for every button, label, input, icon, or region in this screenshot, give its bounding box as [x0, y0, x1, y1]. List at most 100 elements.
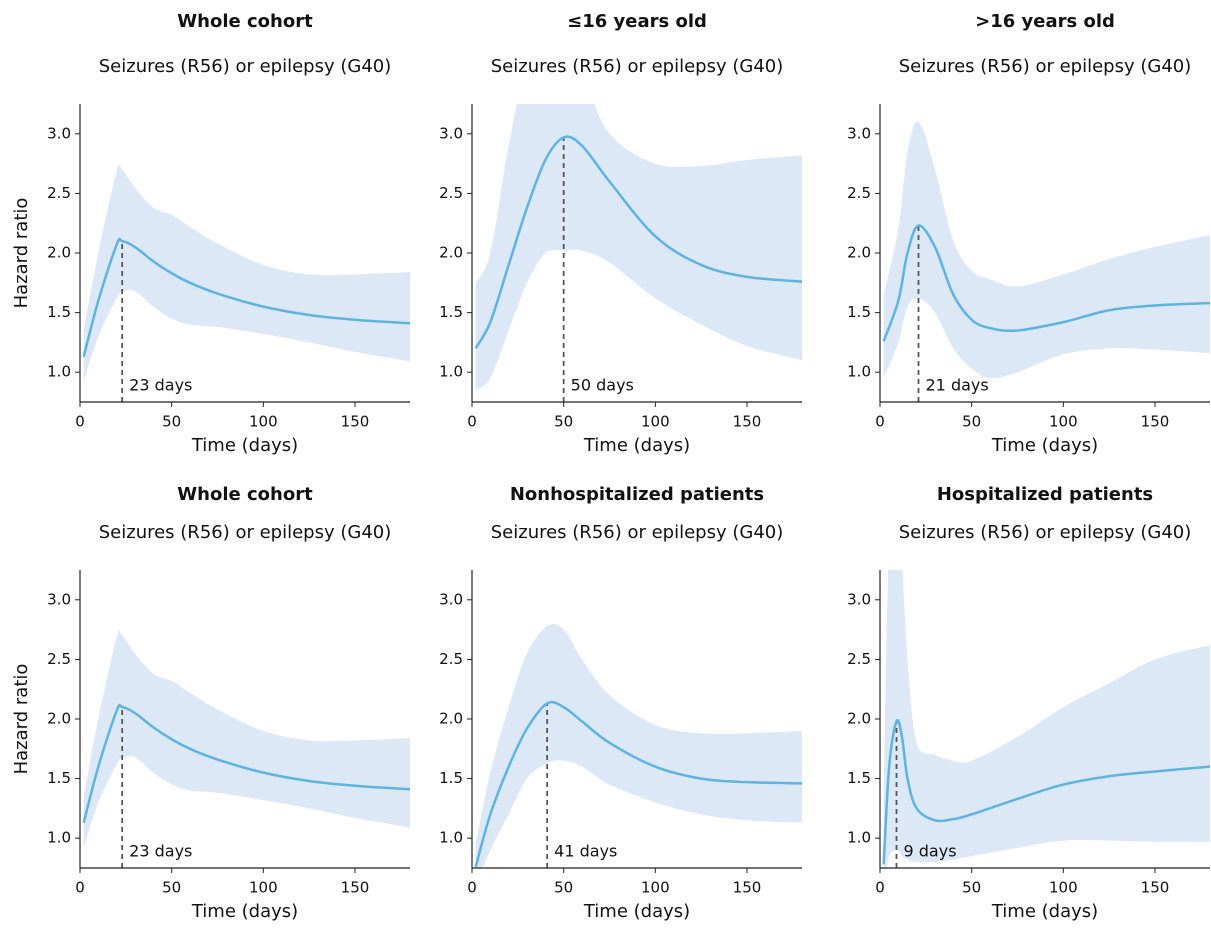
y-tick-label: 2.0	[439, 710, 463, 728]
x-axis-label: Time (days)	[583, 435, 690, 456]
x-tick-label: 100	[249, 413, 278, 431]
x-tick-label: 0	[875, 413, 885, 431]
hazard-line	[882, 224, 1210, 342]
chart-subtitle: Seizures (R56) or epilepsy (G40)	[99, 522, 392, 543]
x-axis-label: Time (days)	[991, 901, 1098, 922]
x-tick-label: 100	[641, 879, 670, 897]
hazard-line	[882, 718, 1210, 865]
chart-title: Whole cohort	[177, 11, 313, 32]
x-tick-label: 150	[1141, 413, 1170, 431]
y-tick-label: 1.0	[847, 363, 871, 381]
y-tick-label: 3.0	[47, 124, 71, 142]
subplot: >16 years old Seizures (R56) or epilepsy …	[847, 11, 1210, 456]
x-tick-label: 100	[641, 413, 670, 431]
y-tick-label: 3.0	[439, 124, 463, 142]
confidence-band	[475, 104, 802, 391]
annotation: 23 days	[129, 842, 192, 861]
x-tick-label: 150	[733, 879, 762, 897]
chart-subtitle: Seizures (R56) or epilepsy (G40)	[899, 56, 1192, 77]
x-tick-label: 0	[75, 879, 85, 897]
x-tick-label: 100	[1049, 879, 1078, 897]
hazard-line	[82, 703, 410, 824]
x-tick-label: 50	[162, 879, 181, 897]
x-tick-label: 100	[249, 879, 278, 897]
subplot: Whole cohort Seizures (R56) or epilepsy (…	[11, 484, 410, 922]
y-tick-label: 2.5	[47, 650, 71, 668]
subplot: ≤16 years old Seizures (R56) or epilepsy …	[439, 11, 802, 456]
y-tick-label: 3.0	[847, 124, 871, 142]
chart-title: ≤16 years old	[567, 11, 707, 32]
y-tick-label: 1.5	[847, 769, 871, 787]
hazard-line	[82, 237, 410, 358]
x-tick-label: 0	[467, 879, 477, 897]
confidence-band	[883, 121, 1210, 379]
x-tick-label: 150	[341, 879, 370, 897]
x-tick-label: 150	[1141, 879, 1170, 897]
y-tick-label: 1.5	[439, 769, 463, 787]
chart-subtitle: Seizures (R56) or epilepsy (G40)	[491, 522, 784, 543]
y-axis-label: Hazard ratio	[11, 664, 32, 775]
y-tick-label: 2.5	[439, 650, 463, 668]
confidence-band	[475, 623, 802, 868]
confidence-band	[83, 630, 410, 848]
y-tick-label: 1.5	[47, 769, 71, 787]
y-tick-label: 2.5	[847, 184, 871, 202]
y-tick-label: 1.0	[439, 829, 463, 847]
x-tick-label: 50	[962, 413, 981, 431]
chart-title: Nonhospitalized patients	[510, 484, 764, 505]
y-tick-label: 3.0	[47, 590, 71, 608]
chart-title: Hospitalized patients	[937, 484, 1153, 505]
chart-title: Whole cohort	[177, 484, 313, 505]
y-tick-label: 1.5	[847, 303, 871, 321]
annotation: 41 days	[554, 842, 617, 861]
annotation: 23 days	[129, 376, 192, 395]
y-axis-label: Hazard ratio	[11, 198, 32, 309]
y-tick-label: 2.0	[439, 244, 463, 262]
confidence-band	[83, 164, 410, 382]
x-tick-label: 50	[554, 413, 573, 431]
y-tick-label: 2.5	[47, 184, 71, 202]
subplot: Hospitalized patients Seizures (R56) or e…	[847, 484, 1210, 922]
confidence-band	[883, 570, 1210, 868]
y-tick-label: 1.0	[847, 829, 871, 847]
y-tick-label: 2.0	[847, 244, 871, 262]
y-tick-label: 1.0	[47, 363, 71, 381]
y-tick-label: 1.5	[439, 303, 463, 321]
x-tick-label: 100	[1049, 413, 1078, 431]
chart-subtitle: Seizures (R56) or epilepsy (G40)	[99, 56, 392, 77]
chart-title: >16 years old	[975, 11, 1115, 32]
x-axis-label: Time (days)	[583, 901, 690, 922]
x-tick-label: 0	[875, 879, 885, 897]
y-tick-label: 2.0	[847, 710, 871, 728]
hazard-line	[474, 135, 802, 349]
subplot: Nonhospitalized patients Seizures (R56) o…	[439, 484, 802, 922]
y-tick-label: 3.0	[847, 590, 871, 608]
x-tick-label: 50	[554, 879, 573, 897]
x-tick-label: 0	[75, 413, 85, 431]
hazard-line	[474, 700, 802, 868]
y-tick-label: 1.5	[47, 303, 71, 321]
x-axis-label: Time (days)	[191, 901, 298, 922]
x-tick-label: 50	[962, 879, 981, 897]
y-tick-label: 2.5	[439, 184, 463, 202]
y-tick-label: 1.0	[47, 829, 71, 847]
x-tick-label: 150	[733, 413, 762, 431]
x-axis-label: Time (days)	[191, 435, 298, 456]
annotation: 50 days	[571, 376, 634, 395]
y-tick-label: 3.0	[439, 590, 463, 608]
y-tick-label: 2.5	[847, 650, 871, 668]
x-tick-label: 50	[162, 413, 181, 431]
chart-subtitle: Seizures (R56) or epilepsy (G40)	[491, 56, 784, 77]
y-tick-label: 1.0	[439, 363, 463, 381]
annotation: 9 days	[904, 842, 957, 861]
x-axis-label: Time (days)	[991, 435, 1098, 456]
y-tick-label: 2.0	[47, 244, 71, 262]
chart-subtitle: Seizures (R56) or epilepsy (G40)	[899, 522, 1192, 543]
x-tick-label: 0	[467, 413, 477, 431]
annotation: 21 days	[926, 376, 989, 395]
x-tick-label: 150	[341, 413, 370, 431]
y-tick-label: 2.0	[47, 710, 71, 728]
subplot: Whole cohort Seizures (R56) or epilepsy (…	[11, 11, 410, 456]
